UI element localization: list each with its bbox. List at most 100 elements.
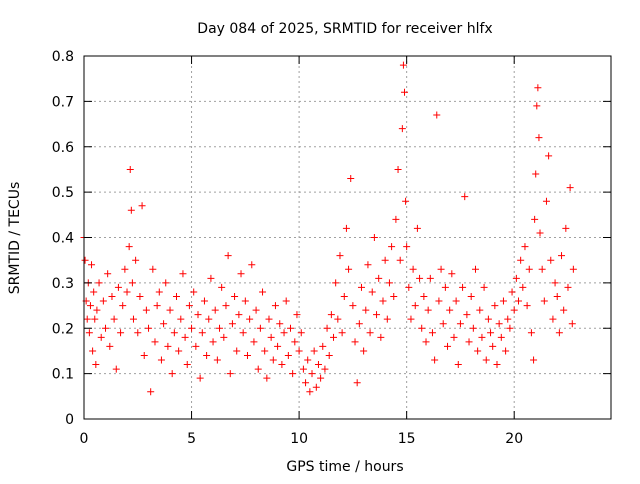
data-point [506, 324, 514, 332]
data-point [362, 306, 370, 314]
data-point [431, 356, 439, 364]
data-point [123, 288, 131, 296]
data-point [196, 374, 204, 382]
data-point [164, 342, 172, 350]
data-point [85, 329, 93, 337]
data-point [166, 306, 174, 314]
data-point [259, 288, 267, 296]
data-point [88, 261, 96, 269]
data-point [508, 288, 516, 296]
data-point [428, 329, 436, 337]
data-point [336, 252, 344, 260]
data-point [274, 342, 282, 350]
data-point [469, 324, 477, 332]
data-point [226, 370, 234, 378]
y-tick-label: 0.6 [52, 140, 74, 156]
data-point [228, 320, 236, 328]
data-point [426, 274, 434, 282]
data-point [521, 243, 529, 251]
data-point [181, 333, 189, 341]
data-point [480, 283, 488, 291]
data-point [289, 370, 297, 378]
data-point [306, 388, 314, 396]
data-point [418, 324, 426, 332]
data-point [407, 315, 415, 323]
data-point [446, 306, 454, 314]
x-axis-label: GPS time / hours [286, 459, 403, 475]
data-point [224, 252, 232, 260]
data-point [338, 329, 346, 337]
data-point [170, 329, 178, 337]
data-point [250, 338, 258, 346]
data-point [399, 61, 407, 69]
data-point [256, 324, 264, 332]
data-point [102, 324, 110, 332]
data-point [127, 206, 135, 214]
data-point [278, 361, 286, 369]
data-point [81, 256, 89, 264]
data-point [188, 324, 196, 332]
data-point [450, 333, 458, 341]
data-point [282, 297, 290, 305]
data-point [310, 347, 318, 355]
data-point [360, 347, 368, 355]
data-point [536, 229, 544, 237]
data-point [263, 374, 271, 382]
data-point [444, 342, 452, 350]
data-point [112, 365, 120, 373]
data-point [211, 306, 219, 314]
data-point [149, 265, 157, 273]
data-point [439, 320, 447, 328]
data-point [138, 202, 146, 210]
data-point [248, 261, 256, 269]
data-point [499, 297, 507, 305]
x-tick-label: 5 [187, 431, 196, 447]
data-point [461, 193, 469, 201]
data-point [549, 315, 557, 323]
data-point [517, 256, 525, 264]
data-point [198, 329, 206, 337]
data-point [160, 320, 168, 328]
data-point [459, 283, 467, 291]
data-point [192, 342, 200, 350]
data-point [95, 279, 103, 287]
data-point [216, 324, 224, 332]
data-point [132, 256, 140, 264]
data-point [525, 265, 533, 273]
data-point [370, 234, 378, 241]
y-tick-label: 0 [65, 412, 74, 428]
data-point [420, 292, 428, 300]
data-point [433, 111, 441, 119]
data-point [538, 265, 546, 273]
data-point [231, 292, 239, 300]
y-tick-label: 0.2 [52, 321, 74, 337]
data-point [321, 365, 329, 373]
data-point [394, 165, 402, 173]
data-point [185, 302, 193, 310]
data-point [175, 347, 183, 355]
data-point [504, 315, 512, 323]
data-point [207, 274, 215, 282]
data-point [566, 184, 574, 192]
data-point [467, 292, 475, 300]
data-point [233, 347, 241, 355]
data-point [172, 292, 180, 300]
data-point [452, 297, 460, 305]
data-points [80, 61, 577, 396]
data-point [83, 315, 91, 323]
data-point [190, 288, 198, 296]
data-point [125, 243, 133, 251]
data-point [355, 320, 363, 328]
data-point [340, 292, 348, 300]
data-point [194, 311, 202, 319]
data-point [254, 365, 262, 373]
data-point [239, 329, 247, 337]
data-point [398, 125, 406, 133]
data-point [91, 315, 99, 323]
data-point [265, 315, 273, 323]
data-point [168, 370, 176, 378]
data-point [293, 311, 301, 319]
data-point [366, 329, 374, 337]
data-point [312, 383, 320, 391]
data-point [140, 351, 148, 359]
